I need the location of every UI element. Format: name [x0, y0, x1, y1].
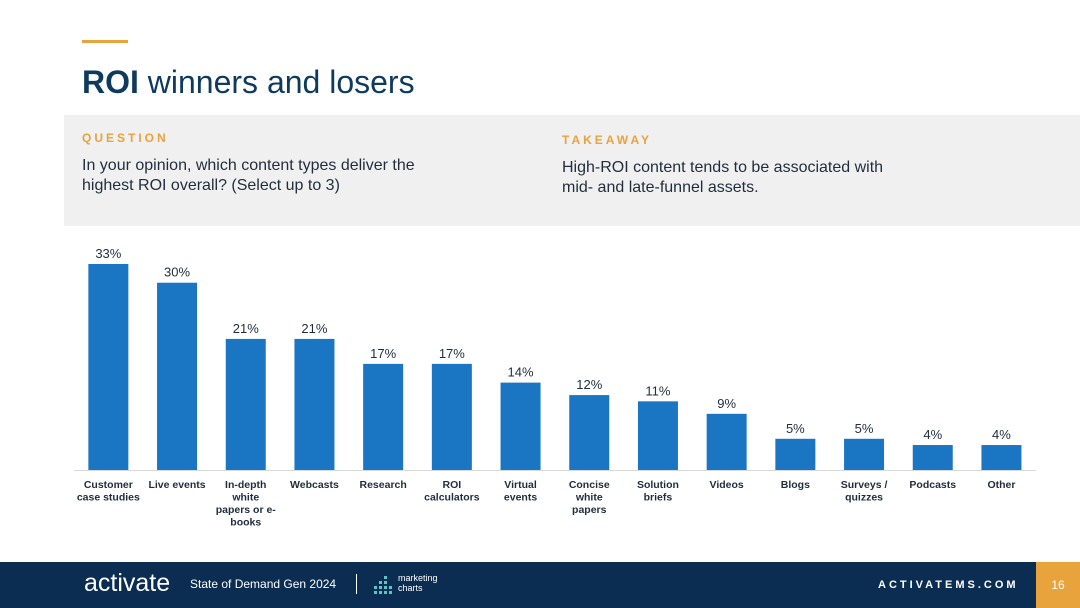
data-label: 30% — [164, 265, 190, 280]
marketing-charts-icon — [374, 576, 392, 594]
question-text: In your opinion, which content types del… — [82, 157, 415, 194]
page-number: 16 — [1036, 562, 1080, 608]
data-label: 17% — [439, 346, 465, 361]
data-label: 11% — [645, 383, 670, 398]
website-link[interactable]: ACTIVATEMS.COM — [878, 579, 1019, 591]
bar — [157, 282, 198, 470]
category-label: Customer case studies — [77, 479, 140, 504]
data-label: 9% — [717, 396, 736, 411]
title-accent-line — [82, 40, 128, 43]
category-label: Concise white papers — [569, 479, 610, 516]
bar — [225, 338, 266, 470]
bar — [637, 401, 678, 470]
data-label: 4% — [923, 427, 942, 442]
bar — [775, 438, 816, 470]
category-label: Other — [987, 479, 1015, 491]
question-takeaway-panel: QUESTION In your opinion, which content … — [64, 115, 1080, 226]
bar — [88, 264, 129, 470]
takeaway-text: High-ROI content tends to be associated … — [562, 159, 884, 196]
marketing-charts-line1: marketing — [398, 573, 438, 583]
data-label: 5% — [855, 421, 874, 436]
data-label: 17% — [370, 346, 396, 361]
marketing-charts-line2: charts — [398, 583, 423, 593]
bar — [500, 382, 541, 470]
page-title-rest: winners and losers — [138, 64, 415, 100]
category-label: In-depth white papers or e-books — [216, 479, 277, 529]
category-label: Videos — [710, 479, 744, 491]
bar — [569, 395, 610, 470]
category-label: Research — [360, 479, 407, 491]
data-label: 21% — [233, 321, 259, 336]
bar — [981, 445, 1022, 470]
data-label: 4% — [992, 427, 1011, 442]
data-label: 5% — [786, 421, 805, 436]
data-label: 14% — [508, 365, 534, 380]
roi-bar-chart: 33% Customer case studies 30% Live events 21%… — [74, 246, 1036, 529]
category-label: Podcasts — [909, 479, 956, 491]
marketing-charts-logo: marketing charts — [398, 573, 438, 593]
activate-logo: activate — [84, 569, 171, 597]
category-label: Surveys / quizzes — [841, 479, 888, 504]
data-label: 12% — [576, 377, 602, 392]
bar — [363, 363, 404, 470]
category-label: Live events — [148, 479, 205, 491]
category-label: Solution briefs — [637, 479, 679, 504]
page-title: ROI winners and losers — [82, 64, 415, 101]
category-label: Virtual events — [504, 479, 537, 504]
data-label: 21% — [301, 321, 327, 336]
data-label: 33% — [95, 246, 121, 261]
takeaway-label: TAKEAWAY — [562, 133, 653, 147]
bar — [912, 445, 953, 470]
report-name: State of Demand Gen 2024 — [190, 577, 337, 591]
footer-divider — [356, 574, 357, 594]
category-label: ROI calculators — [424, 479, 480, 504]
category-label: Webcasts — [290, 479, 339, 491]
footer-bar: activate State of Demand Gen 2024 market… — [0, 562, 1080, 608]
bar — [431, 363, 472, 470]
bar — [294, 338, 335, 470]
question-label: QUESTION — [82, 131, 169, 145]
category-label: Blogs — [781, 479, 810, 491]
bar — [844, 438, 885, 470]
page-title-bold: ROI — [82, 64, 139, 100]
bar — [706, 413, 747, 470]
